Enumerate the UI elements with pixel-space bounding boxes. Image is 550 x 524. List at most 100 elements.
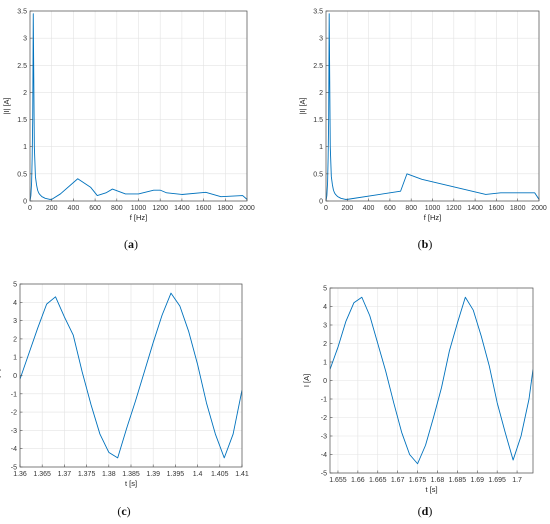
- y-tick-label: 2.5: [313, 63, 323, 70]
- caption-letter: b: [422, 237, 429, 251]
- x-tick-label: 0: [28, 205, 32, 212]
- series-line-1: [30, 13, 247, 201]
- x-tick-label: 1.68: [431, 477, 445, 484]
- x-tick-label: 1000: [425, 205, 441, 212]
- y-tick-label: 2: [23, 90, 27, 97]
- x-tick-label: 1.675: [409, 477, 427, 484]
- caption-open: (: [418, 504, 422, 518]
- panel-caption: (a): [124, 237, 138, 251]
- x-tick-label: 1.375: [78, 471, 96, 478]
- x-tick-label: 600: [384, 205, 396, 212]
- x-tick-label: 800: [111, 205, 123, 212]
- x-tick-label: 1800: [510, 205, 526, 212]
- x-axis-label: f [Hz]: [130, 213, 148, 222]
- y-axis-label: |I| [A]: [298, 97, 307, 114]
- x-tick-label: 1.4: [193, 471, 203, 478]
- caption-close: ): [428, 504, 432, 518]
- y-tick-label: 3.5: [313, 9, 323, 16]
- x-tick-label: 1.41: [235, 471, 249, 478]
- y-tick-label: 0.5: [313, 171, 323, 178]
- caption-letter: c: [121, 504, 127, 518]
- caption-close: ): [134, 237, 138, 251]
- y-tick-label: 0: [13, 373, 17, 380]
- y-tick-label: 1: [319, 144, 323, 151]
- series-line-1: [330, 296, 533, 465]
- caption-close: ): [127, 504, 131, 518]
- y-tick-label: -5: [11, 465, 17, 472]
- y-tick-label: 1: [23, 144, 27, 151]
- y-tick-label: 4: [13, 300, 17, 307]
- x-tick-label: 200: [46, 205, 58, 212]
- x-tick-label: 1.665: [369, 477, 387, 484]
- x-tick-label: 1.38: [102, 471, 116, 478]
- x-tick-label: 200: [341, 205, 353, 212]
- y-tick-label: -1: [321, 397, 327, 404]
- x-tick-label: 1.37: [58, 471, 72, 478]
- panel-caption: (c): [117, 504, 130, 518]
- y-tick-label: -3: [321, 434, 327, 441]
- x-axis-label: t [s]: [125, 479, 137, 488]
- y-tick-label: 2.5: [17, 63, 27, 70]
- y-tick-label: -2: [321, 415, 327, 422]
- y-axis-label: I [A]: [302, 374, 311, 387]
- x-tick-label: 1.66: [351, 477, 365, 484]
- x-tick-label: 1.39: [146, 471, 160, 478]
- x-tick-label: 400: [363, 205, 375, 212]
- y-tick-label: -4: [321, 452, 327, 459]
- y-tick-label: -5: [321, 471, 327, 478]
- y-tick-label: 3.5: [17, 9, 27, 16]
- y-tick-label: -1: [11, 391, 17, 398]
- y-tick-label: 1.5: [17, 117, 27, 124]
- y-axis-label: |I| [A]: [2, 97, 11, 114]
- caption-letter: d: [422, 504, 429, 518]
- y-tick-label: 1.5: [313, 117, 323, 124]
- y-tick-label: 5: [323, 286, 327, 293]
- y-tick-label: 3: [13, 318, 17, 325]
- chart-panel-a: 0 200 400 600 800 1000 1200 1400 1600 1800 2000 0 0.…: [2, 9, 255, 252]
- x-tick-label: 1.405: [211, 471, 229, 478]
- x-tick-label: 1.36: [13, 471, 27, 478]
- y-tick-label: 3: [323, 323, 327, 330]
- caption-open: (: [124, 237, 128, 251]
- y-tick-label: 2: [13, 336, 17, 343]
- x-tick-label: 1.7: [512, 477, 522, 484]
- y-tick-label: 3: [23, 36, 27, 43]
- x-tick-label: 1600: [196, 205, 212, 212]
- x-tick-label: 2000: [239, 205, 255, 212]
- caption-letter: a: [128, 237, 134, 251]
- x-tick-label: 1.655: [329, 477, 347, 484]
- x-tick-label: 1.69: [470, 477, 484, 484]
- x-tick-label: 1400: [467, 205, 483, 212]
- x-axis-label: f [Hz]: [424, 213, 442, 222]
- y-tick-label: 3: [319, 36, 323, 43]
- series-line-1: [326, 13, 539, 201]
- y-tick-label: 2: [323, 341, 327, 348]
- x-axis-label: t [s]: [425, 485, 437, 494]
- caption-open: (: [117, 504, 121, 518]
- chart-panel-d: 1.655 1.66 1.665 1.67 1.675 1.68 1.685 1.69 1.69…: [302, 286, 534, 518]
- y-tick-label: -4: [11, 446, 17, 453]
- x-tick-label: 1000: [131, 205, 147, 212]
- y-tick-label: 0: [319, 199, 323, 206]
- x-tick-label: 1.395: [167, 471, 185, 478]
- chart-panel-b: 0 200 400 600 800 1000 1200 1400 1600 1800 2000 0 0.…: [298, 9, 547, 252]
- y-axis-label: I [A]: [0, 369, 1, 382]
- y-tick-label: 0: [23, 199, 27, 206]
- x-tick-label: 1.685: [449, 477, 467, 484]
- series-line-1: [20, 292, 242, 459]
- x-tick-label: 1.695: [488, 477, 506, 484]
- x-tick-label: 1.365: [33, 471, 51, 478]
- y-tick-label: 2: [319, 90, 323, 97]
- y-tick-label: 0.5: [17, 171, 27, 178]
- y-tick-label: 4: [323, 304, 327, 311]
- x-tick-label: 0: [324, 205, 328, 212]
- x-tick-label: 1400: [174, 205, 190, 212]
- x-tick-label: 1200: [152, 205, 168, 212]
- y-tick-label: 1: [323, 360, 327, 367]
- panel-caption: (b): [418, 237, 433, 251]
- y-tick-label: 1: [13, 355, 17, 362]
- x-tick-label: 1.67: [391, 477, 405, 484]
- y-tick-label: -2: [11, 410, 17, 417]
- x-tick-label: 600: [89, 205, 101, 212]
